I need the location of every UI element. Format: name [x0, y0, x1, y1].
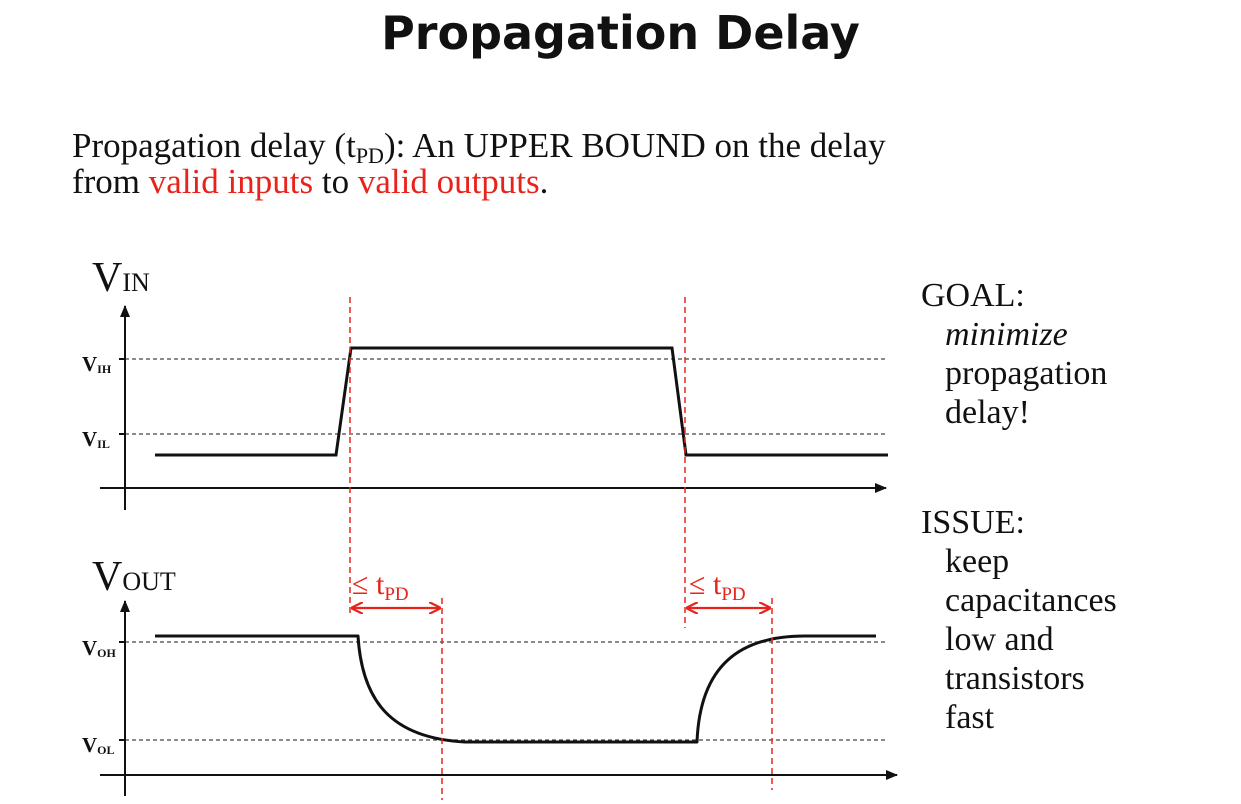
issue-line-3: low and — [945, 621, 1054, 658]
vol-label: VOL — [82, 733, 115, 757]
issue-line-2: capacitances — [945, 582, 1117, 619]
tpd-label-rising: ≤ tPD — [689, 568, 746, 605]
issue-line-4: transistors — [945, 660, 1085, 697]
goal-block: GOAL: minimize propagation delay! — [921, 276, 1107, 432]
definition-part3: from — [72, 162, 149, 201]
definition-text: Propagation delay (tPD): An UPPER BOUND … — [72, 128, 1172, 200]
vin-waveform — [155, 346, 888, 457]
definition-valid-outputs: valid outputs — [357, 162, 540, 201]
vil-label: VIL — [82, 427, 110, 451]
definition-part5: . — [539, 162, 549, 201]
definition-part4: to — [313, 162, 358, 201]
tpd-label-falling: ≤ tPD — [352, 568, 409, 605]
vih-label: VIH — [82, 352, 112, 376]
issue-line-1: keep — [945, 543, 1010, 580]
definition-sub: PD — [355, 143, 384, 168]
issue-block: ISSUE: keep capacitances low and transis… — [921, 503, 1117, 737]
vout-axis-title: VOUT — [92, 554, 176, 600]
voh-label: VOH — [82, 636, 117, 660]
issue-heading: ISSUE: — [921, 504, 1025, 541]
goal-heading: GOAL: — [921, 277, 1025, 314]
definition-part1: Propagation delay (t — [72, 126, 356, 165]
vin-axis-title: VIN — [92, 255, 150, 301]
goal-line-3: delay! — [945, 394, 1030, 431]
goal-line-1: minimize — [945, 316, 1068, 353]
vout-waveform — [155, 634, 876, 744]
goal-line-2: propagation — [945, 355, 1108, 392]
slide-title: Propagation Delay — [381, 6, 860, 60]
definition-part2: ): An UPPER BOUND on the delay — [383, 126, 886, 165]
definition-valid-inputs: valid inputs — [148, 162, 314, 201]
issue-line-5: fast — [945, 699, 995, 736]
